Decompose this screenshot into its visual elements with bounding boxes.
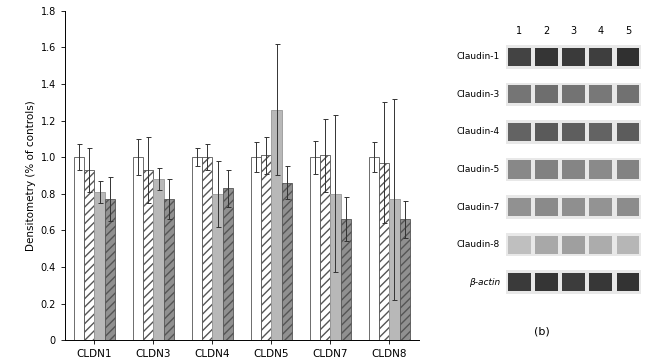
- Bar: [535, 48, 558, 66]
- Bar: [369, 157, 380, 340]
- Bar: [617, 123, 640, 141]
- Bar: [508, 85, 531, 103]
- Bar: [272, 110, 281, 340]
- Bar: [562, 123, 585, 141]
- Text: Claudin-5: Claudin-5: [457, 165, 500, 174]
- Bar: [380, 163, 389, 340]
- Bar: [562, 273, 585, 291]
- Bar: [153, 179, 164, 340]
- Bar: [506, 120, 642, 144]
- Bar: [506, 270, 642, 294]
- Bar: [535, 85, 558, 103]
- Bar: [506, 195, 642, 219]
- Text: 2: 2: [543, 25, 550, 35]
- Bar: [144, 170, 153, 340]
- Bar: [508, 273, 531, 291]
- Bar: [617, 236, 640, 254]
- Bar: [213, 194, 222, 340]
- Bar: [508, 198, 531, 216]
- Bar: [164, 199, 174, 340]
- Text: Claudin-4: Claudin-4: [457, 127, 500, 136]
- Bar: [562, 160, 585, 179]
- Bar: [94, 192, 105, 340]
- Bar: [508, 48, 531, 66]
- Bar: [590, 236, 612, 254]
- Bar: [617, 85, 640, 103]
- Text: Claudin-8: Claudin-8: [457, 240, 500, 249]
- Bar: [617, 273, 640, 291]
- Bar: [84, 170, 94, 340]
- Bar: [508, 123, 531, 141]
- Text: Claudin-3: Claudin-3: [457, 90, 500, 99]
- Bar: [330, 194, 341, 340]
- Bar: [617, 48, 640, 66]
- Bar: [535, 273, 558, 291]
- Bar: [562, 48, 585, 66]
- Bar: [590, 160, 612, 179]
- Bar: [281, 183, 292, 340]
- Bar: [506, 83, 642, 106]
- Text: Claudin-7: Claudin-7: [457, 203, 500, 212]
- Bar: [590, 48, 612, 66]
- Bar: [506, 233, 642, 256]
- Text: 3: 3: [571, 25, 577, 35]
- Bar: [341, 219, 350, 340]
- Bar: [535, 123, 558, 141]
- Bar: [617, 198, 640, 216]
- Bar: [590, 123, 612, 141]
- Bar: [105, 199, 114, 340]
- Bar: [506, 158, 642, 181]
- Y-axis label: Densitometry (% of controls): Densitometry (% of controls): [27, 100, 36, 251]
- Bar: [202, 157, 213, 340]
- Text: 5: 5: [625, 25, 631, 35]
- Bar: [590, 198, 612, 216]
- Bar: [222, 188, 233, 340]
- Text: 1: 1: [517, 25, 523, 35]
- Bar: [400, 219, 410, 340]
- Bar: [508, 160, 531, 179]
- Bar: [617, 160, 640, 179]
- Bar: [261, 155, 272, 340]
- Bar: [192, 157, 202, 340]
- Bar: [506, 45, 642, 69]
- Bar: [311, 157, 320, 340]
- Bar: [562, 236, 585, 254]
- Bar: [535, 160, 558, 179]
- Bar: [562, 85, 585, 103]
- Bar: [590, 85, 612, 103]
- Bar: [535, 198, 558, 216]
- Bar: [389, 199, 400, 340]
- Bar: [320, 155, 330, 340]
- Bar: [562, 198, 585, 216]
- Text: Claudin-1: Claudin-1: [457, 52, 500, 61]
- Bar: [535, 236, 558, 254]
- Text: 4: 4: [598, 25, 604, 35]
- Text: (b): (b): [534, 327, 551, 337]
- Bar: [508, 236, 531, 254]
- Bar: [133, 157, 144, 340]
- Bar: [75, 157, 84, 340]
- Bar: [590, 273, 612, 291]
- Bar: [252, 157, 261, 340]
- Text: β-actin: β-actin: [469, 278, 500, 287]
